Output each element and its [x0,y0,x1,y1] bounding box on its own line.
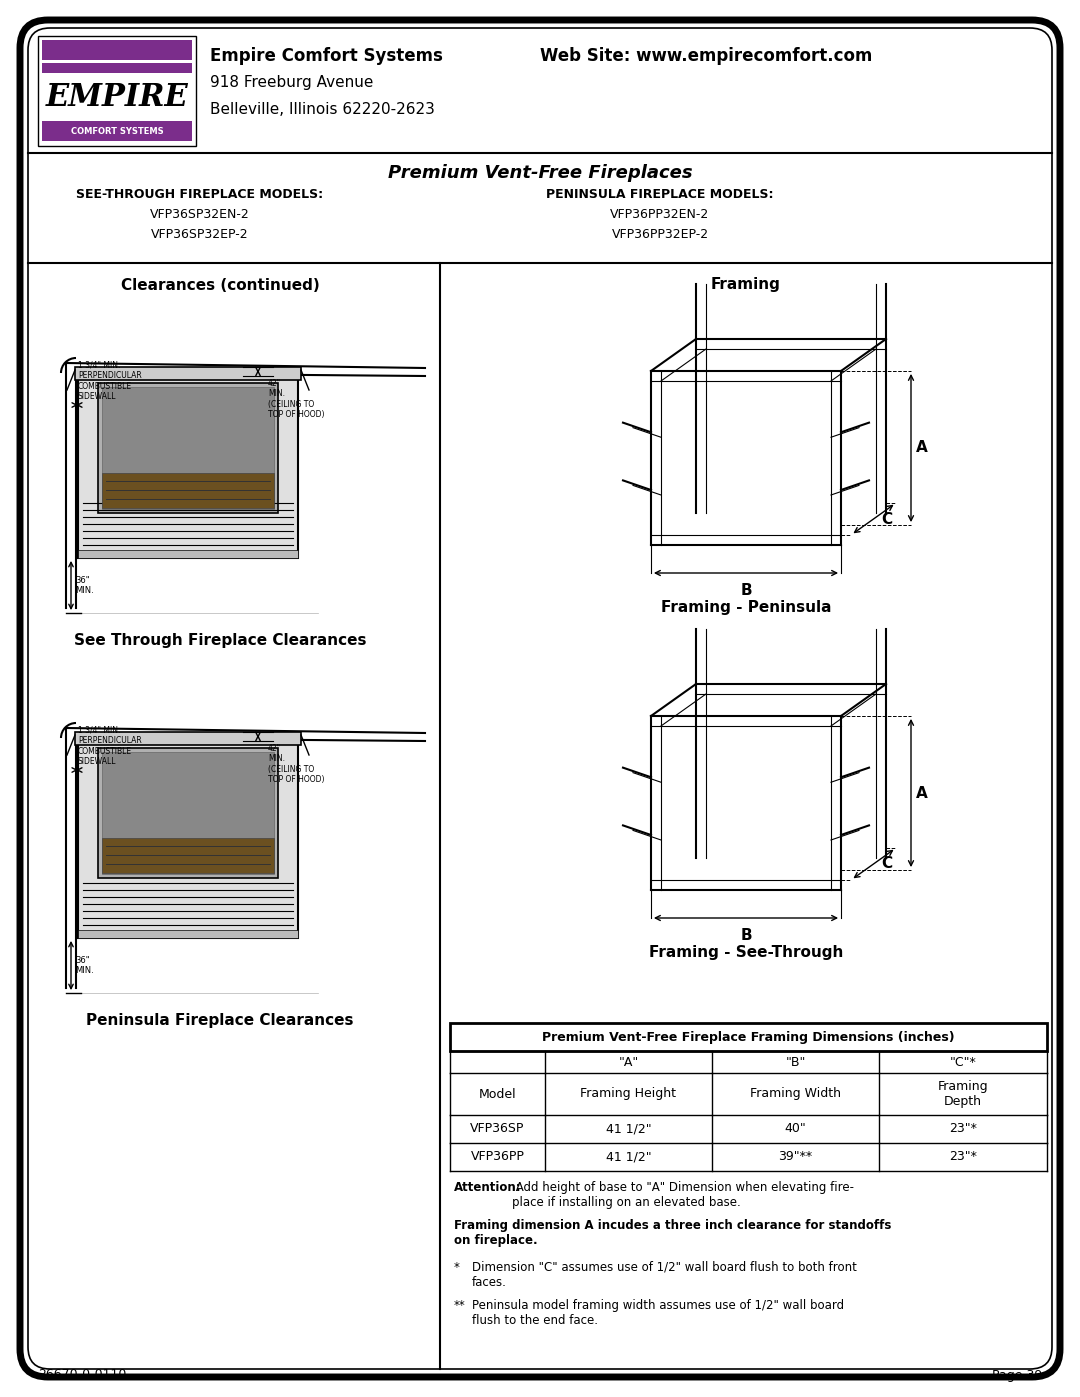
Text: "A": "A" [619,1056,638,1069]
Text: 1 3/4" MIN.
PERPENDICULAR
COMBUSTIBLE
SIDEWALL: 1 3/4" MIN. PERPENDICULAR COMBUSTIBLE SI… [78,360,141,401]
Text: Framing
Depth: Framing Depth [937,1080,988,1108]
Text: EMPIRE: EMPIRE [45,82,188,113]
Bar [42,63,192,73]
Text: A: A [916,440,928,455]
Bar [78,550,298,557]
Text: PENINSULA FIREPLACE MODELS:: PENINSULA FIREPLACE MODELS: [546,189,773,201]
Text: Attention:: Attention: [454,1180,522,1194]
Text: Clearances (continued): Clearances (continued) [121,278,320,292]
Bar [98,383,278,513]
Text: Page 39: Page 39 [991,1369,1042,1382]
Text: 41 1/2": 41 1/2" [606,1151,651,1164]
Text: B: B [740,928,752,943]
Text: C: C [881,856,893,872]
Text: B: B [740,583,752,598]
Text: Framing - Peninsula: Framing - Peninsula [661,599,832,615]
Bar [78,374,298,557]
Text: 40": 40" [785,1123,807,1136]
Text: **: ** [454,1299,465,1312]
Text: 39"**: 39"** [779,1151,812,1164]
Bar [75,367,301,380]
Text: SEE-THROUGH FIREPLACE MODELS:: SEE-THROUGH FIREPLACE MODELS: [77,189,324,201]
Text: Framing - See-Through: Framing - See-Through [649,944,843,960]
Text: Dimension "C" assumes use of 1/2" wall board flush to both front
faces.: Dimension "C" assumes use of 1/2" wall b… [472,1261,856,1289]
Text: VFP36PP32EN-2: VFP36PP32EN-2 [610,208,710,222]
Text: VFP36SP32EN-2: VFP36SP32EN-2 [150,208,249,222]
Text: A: A [916,785,928,800]
Text: Peninsula model framing width assumes use of 1/2" wall board
flush to the end fa: Peninsula model framing width assumes us… [472,1299,845,1327]
Bar [102,387,274,509]
Bar [78,930,298,937]
Text: Framing dimension A incudes a three inch clearance for standoffs
on fireplace.: Framing dimension A incudes a three inch… [454,1220,891,1248]
Text: 918 Freeburg Avenue: 918 Freeburg Avenue [210,75,374,91]
Text: Peninsula Fireplace Clearances: Peninsula Fireplace Clearances [86,1013,354,1028]
Bar [102,838,274,873]
Text: 42"
MIN.
(CEILING TO
TOP OF HOOD): 42" MIN. (CEILING TO TOP OF HOOD) [268,379,324,419]
Text: VFP36PP: VFP36PP [471,1151,525,1164]
Text: COMFORT SYSTEMS: COMFORT SYSTEMS [70,127,163,136]
Text: 1 3/4" MIN.
PERPENDICULAR
COMBUSTIBLE
SIDEWALL: 1 3/4" MIN. PERPENDICULAR COMBUSTIBLE SI… [78,726,141,766]
Text: *: * [454,1261,460,1274]
Text: Empire Comfort Systems: Empire Comfort Systems [210,47,443,66]
Text: Framing Width: Framing Width [750,1087,841,1101]
Text: VFP36PP32EP-2: VFP36PP32EP-2 [611,229,708,242]
Text: Framing Height: Framing Height [581,1087,676,1101]
Bar [78,740,298,937]
Text: 26670-0-0110: 26670-0-0110 [38,1369,126,1382]
Text: Web Site: www.empirecomfort.com: Web Site: www.empirecomfort.com [540,47,873,66]
Bar [42,41,192,60]
Text: 41 1/2": 41 1/2" [606,1123,651,1136]
Bar [450,1023,1047,1051]
Text: Add height of base to "A" Dimension when elevating fire-
place if installing on : Add height of base to "A" Dimension when… [512,1180,854,1208]
Text: 23"*: 23"* [949,1151,977,1164]
FancyBboxPatch shape [21,20,1059,1377]
Bar [75,732,301,745]
Text: 36"
MIN.: 36" MIN. [75,956,94,975]
Text: Premium Vent-Free Fireplace Framing Dimensions (inches): Premium Vent-Free Fireplace Framing Dime… [542,1031,955,1044]
Text: Framing: Framing [711,278,781,292]
Text: 42"
MIN.
(CEILING TO
TOP OF HOOD): 42" MIN. (CEILING TO TOP OF HOOD) [268,745,324,784]
Text: Belleville, Illinois 62220-2623: Belleville, Illinois 62220-2623 [210,102,435,117]
Text: "B": "B" [785,1056,806,1069]
Bar [98,747,278,877]
Bar [102,752,274,875]
Text: VFP36SP32EP-2: VFP36SP32EP-2 [151,229,248,242]
Bar [102,474,274,509]
Bar [42,122,192,141]
Text: Premium Vent-Free Fireplaces: Premium Vent-Free Fireplaces [388,163,692,182]
Text: Model: Model [478,1087,516,1101]
Text: "C"*: "C"* [949,1056,976,1069]
Bar [38,36,195,147]
Text: 23"*: 23"* [949,1123,977,1136]
Text: 36"
MIN.: 36" MIN. [75,576,94,595]
Text: See Through Fireplace Clearances: See Through Fireplace Clearances [73,633,366,648]
Text: C: C [881,511,893,527]
Text: VFP36SP: VFP36SP [470,1123,525,1136]
